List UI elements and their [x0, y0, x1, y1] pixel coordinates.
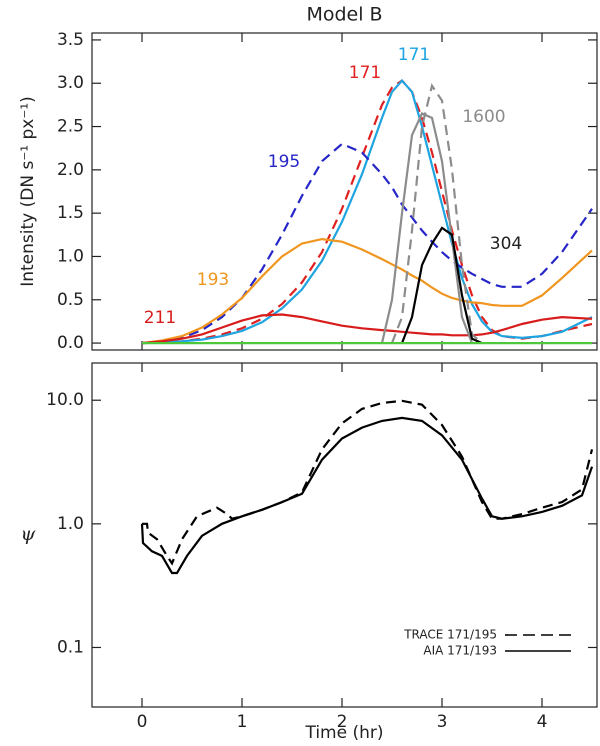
chart-title: Model B [306, 4, 382, 26]
y-tick-label: 1.0 [57, 514, 84, 534]
series-label: 211 [144, 308, 176, 328]
y-tick-label: 2.5 [57, 117, 84, 137]
plot-frame [91, 362, 598, 708]
y-tick-label: 1.0 [57, 246, 84, 266]
series-line [380, 112, 474, 344]
series-label: 171 [349, 63, 381, 83]
series-label: 193 [197, 270, 229, 290]
x-tick-label: 2 [337, 712, 348, 732]
y-axis-label: ψ [21, 523, 37, 545]
series-line [400, 226, 483, 345]
x-tick-label: 4 [537, 712, 548, 732]
series-line [141, 142, 593, 345]
y-tick-label: 1.5 [57, 203, 84, 223]
y-tick-label: 10.0 [46, 390, 84, 410]
x-axis-label: Time (hr) [304, 723, 383, 743]
y-tick-label: 0.5 [57, 290, 84, 310]
legend-label: TRACE 171/195 [403, 628, 497, 642]
plot-frame [91, 32, 598, 351]
series-label: 304 [490, 234, 522, 254]
x-tick-label: 1 [237, 712, 248, 732]
y-tick-label: 3.5 [57, 30, 84, 50]
legend-label: AIA 171/193 [423, 644, 497, 658]
y-tick-label: 0.1 [57, 637, 84, 657]
series-label: 195 [268, 152, 300, 172]
y-axis-label: Intensity (DN s⁻¹ px⁻¹) [18, 96, 38, 287]
series-line [140, 416, 594, 575]
y-tick-label: 0.0 [57, 333, 84, 353]
y-tick-label: 3.0 [57, 73, 84, 93]
series-label: 171 [398, 45, 430, 65]
x-tick-label: 3 [437, 712, 448, 732]
series-label: 1600 [462, 107, 505, 127]
series-line [141, 78, 593, 345]
y-tick-label: 2.0 [57, 160, 84, 180]
x-tick-label: 0 [137, 712, 148, 732]
series-line [141, 313, 593, 345]
series-line [390, 83, 483, 344]
series-line [141, 237, 593, 345]
